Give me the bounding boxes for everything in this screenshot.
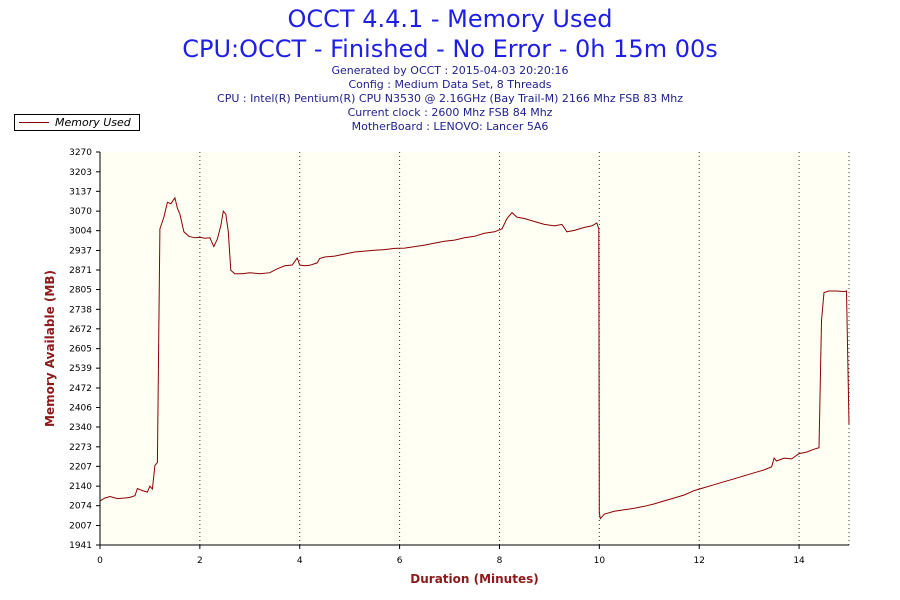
x-tick-label-8: 8 [497,556,503,566]
x-axis-title: Duration (Minutes) [410,572,538,586]
y-tick-label-2406: 2406 [69,403,92,413]
y-tick-label-2140: 2140 [69,482,92,492]
y-tick-label-3203: 3203 [69,168,92,178]
x-tick-label-6: 6 [397,556,403,566]
info-line-motherboard: MotherBoard : LENOVO: Lancer 5A6 [351,120,549,133]
legend: Memory Used [14,114,140,131]
info-line-config: Config : Medium Data Set, 8 Threads [348,78,552,91]
y-tick-label-3270: 3270 [69,148,92,158]
y-tick-label-3070: 3070 [69,207,92,217]
y-tick-label-3004: 3004 [69,227,92,237]
chart-subtitle: CPU:OCCT - Finished - No Error - 0h 15m … [182,35,718,63]
x-tick-label-14: 14 [793,556,805,566]
info-line-generated: Generated by OCCT : 2015-04-03 20:20:16 [331,64,569,77]
y-tick-label-2472: 2472 [69,384,92,394]
y-tick-label-2539: 2539 [69,364,92,374]
x-tick-label-4: 4 [297,556,303,566]
y-tick-label-2207: 2207 [69,462,92,472]
info-line-cpu: CPU : Intel(R) Pentium(R) CPU N3530 @ 2.… [217,92,683,105]
y-tick-label-2738: 2738 [69,305,92,315]
title-block: OCCT 4.4.1 - Memory Used CPU:OCCT - Fini… [0,4,900,134]
plot-area [100,152,849,545]
y-tick-label-2672: 2672 [69,325,92,335]
x-tick-label-12: 12 [693,556,704,566]
y-tick-label-2871: 2871 [69,266,92,276]
x-tick-label-2: 2 [197,556,203,566]
y-axis-title: Memory Available (MB) [43,270,57,427]
y-tick-label-2605: 2605 [69,345,92,355]
y-tick-label-3137: 3137 [69,187,92,197]
y-tick-label-2074: 2074 [69,502,92,512]
y-tick-label-1941: 1941 [69,541,92,551]
series-line-memory-used [99,196,850,520]
y-tick-label-2340: 2340 [69,423,92,433]
y-tick-label-2805: 2805 [69,286,92,296]
chart-title: OCCT 4.4.1 - Memory Used [287,5,613,33]
x-tick-label-0: 0 [97,556,103,566]
y-tick-label-2937: 2937 [69,246,92,256]
y-tick-label-2007: 2007 [69,521,92,531]
info-line-clock: Current clock : 2600 Mhz FSB 84 Mhz [347,106,553,119]
legend-swatch [19,122,49,123]
axis-ticks: 0 2 4 6 8 10 12 14 1941 2007 2074 2140 2207 2273 2340 2… [69,148,805,566]
x-tick-label-10: 10 [594,556,606,566]
y-tick-label-2273: 2273 [69,443,92,453]
legend-label: Memory Used [55,116,131,129]
